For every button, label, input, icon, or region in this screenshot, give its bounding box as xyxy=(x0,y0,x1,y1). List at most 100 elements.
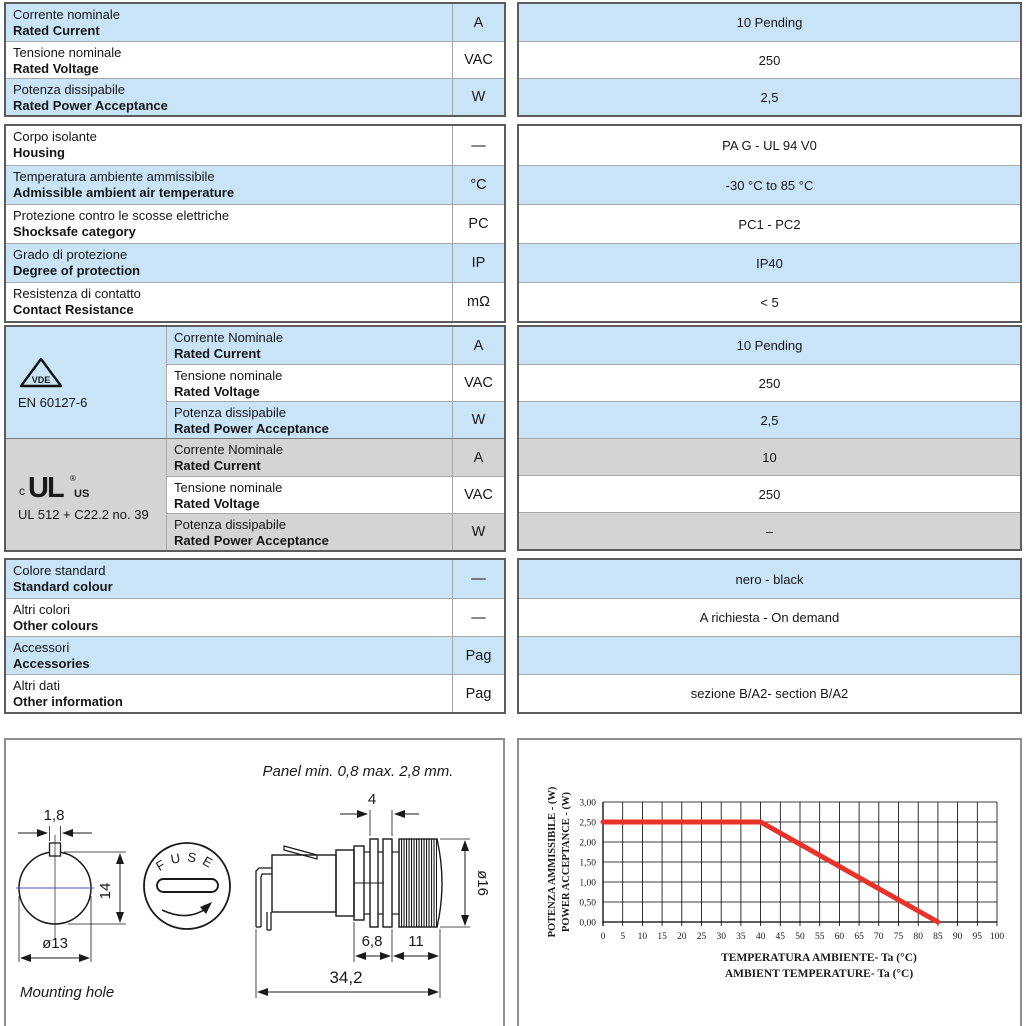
unit-cell: IP xyxy=(452,244,504,282)
svg-text:5: 5 xyxy=(620,932,625,942)
table-row: Corrente nominale Rated Current A xyxy=(6,4,504,41)
svg-text:®: ® xyxy=(70,474,76,483)
svg-text:40: 40 xyxy=(756,932,766,942)
svg-text:1,00: 1,00 xyxy=(579,879,596,889)
svg-text:0,50: 0,50 xyxy=(579,899,596,909)
ul-cert-cell: c UL ® US UL 512 + C22.2 no. 39 xyxy=(6,439,166,550)
unit-cell: PC xyxy=(452,205,504,243)
general-table-values: PA G - UL 94 V0 -30 °C to 85 °C PC1 - PC… xyxy=(517,124,1022,323)
derating-curve xyxy=(600,819,941,925)
dim-cap-diameter: ø16 xyxy=(474,870,491,896)
svg-text:0: 0 xyxy=(601,932,606,942)
unit-cell: A xyxy=(452,4,504,41)
unit-cell: Pag xyxy=(452,637,504,674)
unit-cell: W xyxy=(452,514,504,550)
value-cell: 250 xyxy=(519,364,1020,401)
unit-cell: mΩ xyxy=(452,283,504,321)
general-table-labels: Corpo isolante Housing — Temperatura ambi… xyxy=(4,124,506,323)
table-row: Potenza dissipabile Rated Power Acceptanc… xyxy=(167,513,504,550)
svg-text:45: 45 xyxy=(776,932,786,942)
panel-thickness-note: Panel min. 0,8 max. 2,8 mm. xyxy=(263,763,454,780)
unit-cell: W xyxy=(452,402,504,438)
svg-text:50: 50 xyxy=(795,932,805,942)
table-row: Corrente Nominale Rated Current A xyxy=(167,327,504,364)
value-cell: < 5 xyxy=(519,282,1020,321)
svg-text:c: c xyxy=(19,484,25,498)
row-label-it: Corrente Nominale xyxy=(174,330,284,345)
row-label-en: Degree of protection xyxy=(13,263,141,278)
value-cell: 2,5 xyxy=(519,78,1020,115)
table-row: Tensione nominale Rated Voltage VAC xyxy=(6,41,504,78)
row-label-it: Corrente nominale xyxy=(13,7,120,22)
svg-text:80: 80 xyxy=(913,932,923,942)
row-label-it: Altri dati xyxy=(13,678,60,693)
row-label-en: Rated Current xyxy=(174,458,261,473)
row-label-it: Accessori xyxy=(13,640,70,655)
row-label-en: Rated Power Acceptance xyxy=(174,421,329,436)
svg-text:65: 65 xyxy=(854,932,864,942)
svg-text:US: US xyxy=(74,488,89,500)
technical-drawing-panel: Panel min. 0,8 max. 2,8 mm. 1,8 14 ø13 4… xyxy=(4,738,505,1026)
mounting-hole-caption: Mounting hole xyxy=(20,984,114,1001)
row-label-en: Rated Current xyxy=(13,23,100,38)
row-label-en: Rated Power Acceptance xyxy=(174,533,329,548)
value-cell: 10 Pending xyxy=(519,4,1020,41)
unit-cell: W xyxy=(452,79,504,115)
value-cell: A richiesta - On demand xyxy=(519,598,1020,636)
row-label-en: Other colours xyxy=(13,618,99,633)
derating-chart-plot: POTENZA AMMISSIBILE - (W) POWER ACCEPTAN… xyxy=(547,786,1004,980)
other-table-labels: Colore standard Standard colour — Altri c… xyxy=(4,558,506,714)
value-cell: PC1 - PC2 xyxy=(519,204,1020,243)
row-label-en: Rated Voltage xyxy=(174,496,260,511)
value-cell: 250 xyxy=(519,475,1020,512)
unit-cell: — xyxy=(452,126,504,165)
vde-cert-cell: VDE EN 60127-6 xyxy=(6,327,166,438)
row-label-it: Tensione nominale xyxy=(174,368,283,383)
table-row: Corrente Nominale Rated Current A xyxy=(167,439,504,476)
table-row: Grado di protezione Degree of protection … xyxy=(6,243,504,282)
svg-text:90: 90 xyxy=(953,932,963,942)
svg-text:55: 55 xyxy=(815,932,825,942)
dim-thread-length: 4 xyxy=(368,791,376,808)
row-label-en: Rated Voltage xyxy=(13,61,99,76)
table-row: Altri colori Other colours — xyxy=(6,598,504,636)
approvals-table-labels: VDE EN 60127-6 Corrente Nominale Rated Cu… xyxy=(4,325,506,552)
unit-cell: A xyxy=(452,327,504,364)
table-row: Temperatura ambiente ammissibile Admissib… xyxy=(6,165,504,204)
row-label-it: Colore standard xyxy=(13,563,106,578)
row-label-en: Admissible ambient air temperature xyxy=(13,185,235,200)
svg-text:75: 75 xyxy=(894,932,904,942)
table-row: Tensione nominale Rated Voltage VAC xyxy=(167,476,504,513)
row-label-en: Accessories xyxy=(13,656,90,671)
row-label-it: Resistenza di contatto xyxy=(13,286,141,301)
row-label-it: Protezione contro le scosse elettriche xyxy=(13,208,230,223)
svg-text:10: 10 xyxy=(638,932,648,942)
row-label-en: Contact Resistance xyxy=(13,302,134,317)
row-label-it: Altri colori xyxy=(13,602,71,617)
row-label-it: Temperatura ambiente ammissibile xyxy=(13,169,215,184)
value-cell: 250 xyxy=(519,41,1020,78)
svg-text:1,50: 1,50 xyxy=(579,859,596,869)
row-label-en: Other information xyxy=(13,694,123,709)
unit-cell: VAC xyxy=(452,365,504,401)
value-cell: 10 xyxy=(519,438,1020,475)
technical-drawing: Panel min. 0,8 max. 2,8 mm. 1,8 14 ø13 4… xyxy=(16,763,491,1001)
row-label-it: Potenza dissipabile xyxy=(13,82,126,97)
svg-text:85: 85 xyxy=(933,932,943,942)
row-label-en: Rated Current xyxy=(174,346,261,361)
ratings-table-labels: Corrente nominale Rated Current A Tension… xyxy=(4,2,506,117)
value-cell: 10 Pending xyxy=(519,327,1020,364)
row-label-it: Potenza dissipabile xyxy=(174,405,287,420)
dim-body-length: 6,8 xyxy=(362,933,383,950)
value-cell: nero - black xyxy=(519,560,1020,598)
chart-y-title-en: POWER ACCEPTANCE - (W) xyxy=(561,791,572,932)
row-label-it: Corpo isolante xyxy=(13,129,97,144)
svg-text:2,00: 2,00 xyxy=(579,839,596,849)
unit-cell: — xyxy=(452,560,504,598)
unit-cell: VAC xyxy=(452,42,504,78)
table-row: Tensione nominale Rated Voltage VAC xyxy=(167,364,504,401)
svg-text:95: 95 xyxy=(973,932,983,942)
row-label-it: Tensione nominale xyxy=(13,45,122,60)
unit-cell: VAC xyxy=(452,477,504,513)
